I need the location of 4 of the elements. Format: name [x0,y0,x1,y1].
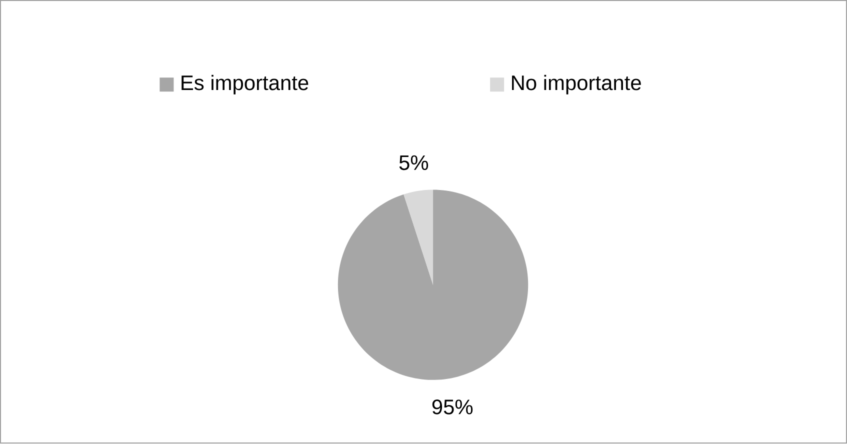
data-label: 5% [399,156,428,170]
data-label: 95% [432,400,473,415]
legend-label: Es importante [182,75,308,95]
legend-label: No importante [512,75,641,95]
